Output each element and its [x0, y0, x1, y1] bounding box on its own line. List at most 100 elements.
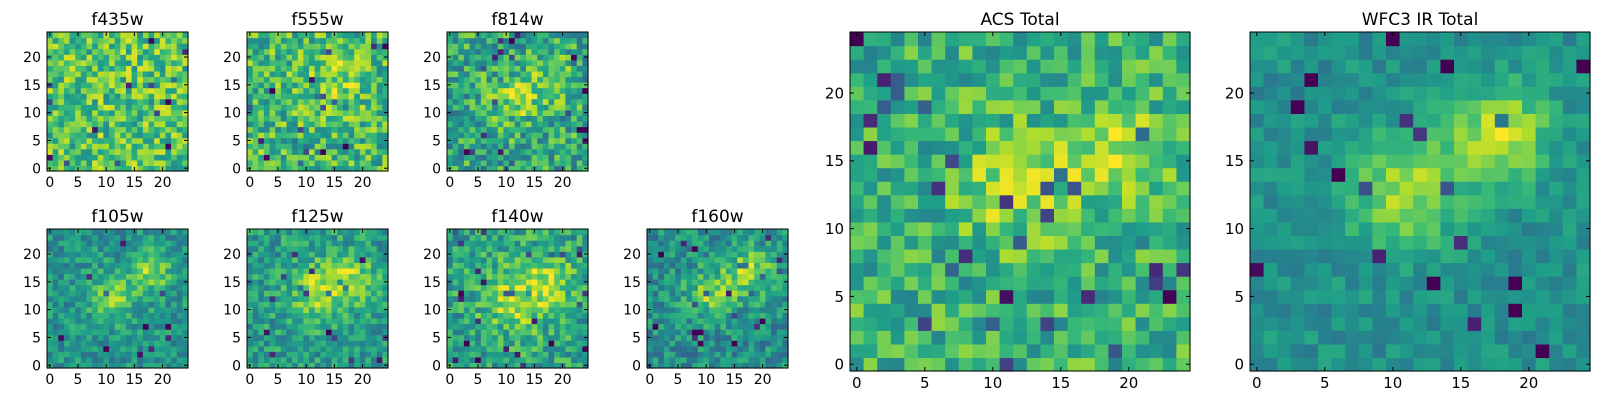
heatmap-cell [531, 262, 538, 269]
heatmap-cell [514, 93, 521, 100]
heatmap-cell [286, 351, 293, 358]
heatmap-cell [463, 120, 471, 128]
heatmap-cell [125, 32, 133, 39]
heatmap-cell [548, 115, 555, 122]
heatmap-cell [458, 273, 465, 280]
heatmap-cell [475, 251, 482, 258]
heatmap-cell [452, 240, 459, 247]
heatmap-cell [486, 362, 493, 369]
heatmap-cell [342, 317, 350, 325]
heatmap-cell [280, 251, 288, 258]
heatmap-cell [80, 43, 88, 50]
heatmap-cell [80, 54, 88, 61]
heatmap-cell [1067, 357, 1082, 372]
heatmap-cell [58, 132, 65, 139]
heatmap-cell [292, 267, 299, 275]
heatmap-cell [171, 148, 178, 155]
heatmap-cell [286, 234, 293, 241]
heatmap-cell [342, 70, 350, 78]
heatmap-cell [47, 59, 54, 66]
heatmap-cell [63, 59, 71, 66]
heatmap-cell [692, 334, 699, 341]
heatmap-cell [703, 290, 710, 297]
heatmap-cell [331, 109, 338, 116]
heatmap-cell [754, 234, 761, 241]
heatmap-cell [1040, 208, 1055, 223]
heatmap-cell [576, 329, 583, 336]
heatmap-cell [120, 82, 127, 89]
heatmap-cell [86, 32, 93, 39]
heatmap-cell [337, 262, 344, 269]
heatmap-cell [63, 351, 71, 358]
heatmap-cell [675, 256, 682, 263]
heatmap-cell [776, 262, 783, 269]
heatmap-cell [269, 32, 276, 39]
heatmap-cell [159, 240, 167, 247]
heatmap-cell [509, 109, 516, 116]
heatmap-cell [142, 295, 150, 302]
heatmap-cell [286, 362, 293, 369]
heatmap-cell [548, 256, 555, 263]
heatmap-cell [725, 279, 733, 286]
heatmap-cell [280, 143, 288, 150]
heatmap-cell [258, 43, 265, 50]
heatmap-cell [182, 262, 189, 269]
heatmap-cell [309, 356, 316, 364]
heatmap-cell [159, 43, 167, 50]
heatmap-cell [280, 273, 288, 280]
heatmap-cell [69, 165, 76, 172]
heatmap-cell [486, 267, 493, 275]
heatmap-cell [548, 323, 555, 330]
heatmap-cell [309, 351, 316, 358]
heatmap-cell [337, 98, 344, 105]
heatmap-cell [297, 356, 304, 364]
heatmap-cell [286, 98, 293, 105]
heatmap-cell [292, 148, 299, 155]
heatmap-cell [182, 295, 189, 302]
heatmap-cell [918, 154, 933, 169]
heatmap-cell [252, 93, 259, 100]
heatmap-cell [452, 48, 459, 55]
heatmap-cell [275, 37, 282, 44]
heatmap-cell [945, 276, 960, 291]
heatmap-cell [371, 76, 378, 83]
heatmap-cell [359, 290, 367, 297]
heatmap-cell [331, 48, 338, 55]
heatmap-cell [1176, 181, 1191, 196]
heatmap-cell [754, 345, 761, 352]
heatmap-cell [776, 229, 783, 236]
heatmap-cell [148, 351, 155, 358]
heatmap-cell [131, 340, 138, 347]
heatmap-cell [125, 295, 133, 302]
heatmap-cell [275, 93, 282, 100]
heatmap-cell [554, 267, 561, 275]
y-tick-label: 0 [432, 358, 441, 374]
heatmap-cell [463, 115, 471, 122]
heatmap-cell [1176, 167, 1191, 182]
heatmap-cell [680, 306, 688, 313]
heatmap-cell [86, 351, 93, 358]
heatmap-cell [537, 48, 544, 55]
heatmap-cell [376, 48, 383, 55]
heatmap-cell [52, 234, 59, 241]
heatmap-cell [131, 65, 138, 72]
heatmap-cell [697, 234, 704, 241]
heatmap-cell [1094, 303, 1109, 318]
heatmap-cell [697, 345, 704, 352]
heatmap-cell [92, 279, 99, 286]
heatmap-cell [142, 43, 150, 50]
heatmap-cell [69, 351, 76, 358]
heatmap-cell [709, 351, 716, 358]
heatmap-cell [1026, 181, 1041, 196]
heatmap-cell [292, 98, 299, 105]
heatmap-cell [182, 98, 189, 105]
heatmap-cell [486, 229, 493, 236]
heatmap-cells [850, 32, 1191, 372]
heatmap-cell [314, 273, 321, 280]
heatmap-cell [80, 159, 88, 167]
heatmap-cell [731, 234, 738, 241]
heatmap-cell [148, 340, 155, 347]
heatmap-cell [297, 98, 304, 105]
heatmap-cell [480, 306, 488, 313]
heatmap-cell [114, 48, 121, 55]
